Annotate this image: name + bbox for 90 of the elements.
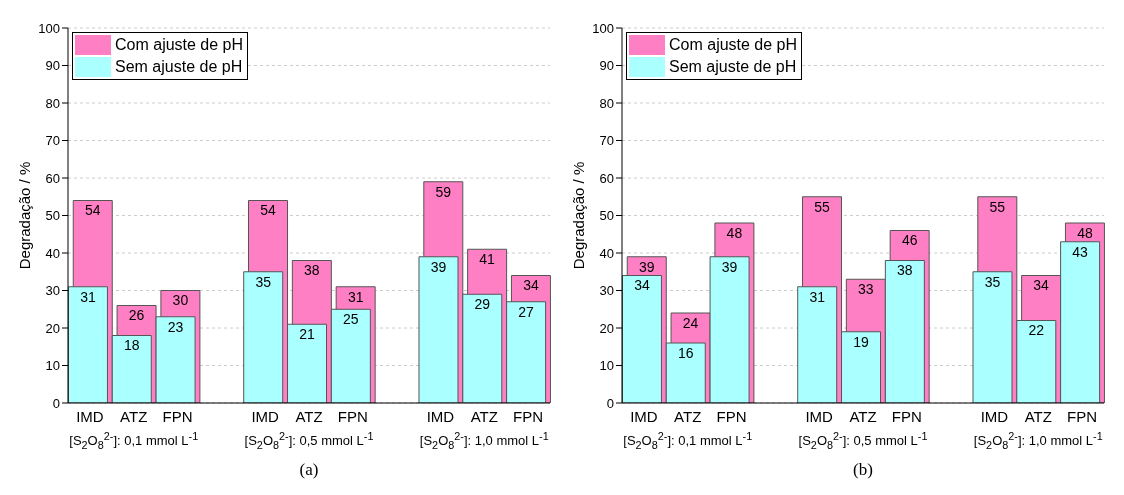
text: [S$_{2}$O$_{8}$$^{2-}$]: 1,0 mmol L$^{-1}$: [972, 430, 1104, 451]
data-label: 31: [80, 288, 96, 305]
x-tick-label: IMD: [805, 407, 834, 425]
y-tick-label: 0: [606, 395, 614, 411]
data-label: 19: [853, 333, 870, 350]
x-tick-label: ATZ: [1024, 407, 1052, 425]
y-tick-label: 40: [599, 245, 614, 261]
legend-label: Sem ajuste de pH: [115, 57, 243, 77]
x-axis-title: (b): [852, 460, 874, 480]
data-label: 18: [123, 337, 140, 354]
x-tick-label: FPN: [162, 407, 193, 425]
y-tick-label: 70: [599, 133, 614, 149]
y-tick-label: 30: [599, 283, 614, 299]
legend-label: Com ajuste de pH: [115, 35, 244, 55]
text: [S$_{2}$O$_{8}$$^{2-}$]: 0,1 mmol L$^{-1}$: [68, 430, 200, 451]
y-tick-label: 70: [45, 133, 60, 149]
y-tick-label: 50: [599, 208, 614, 224]
y-tick-label: 10: [599, 358, 614, 374]
data-label: 34: [1033, 277, 1050, 294]
x-tick-label: IMD: [251, 407, 280, 425]
y-tick-label: 80: [45, 95, 60, 111]
data-label: 21: [299, 326, 316, 343]
text: [S$_{2}$O$_{8}$$^{2-}$]: 0,1 mmol L$^{-1}$: [622, 430, 754, 451]
y-tick-label: 20: [599, 320, 614, 336]
x-tick-label: FPN: [513, 407, 544, 425]
x-tick-label: ATZ: [470, 407, 498, 425]
data-label: 34: [523, 277, 539, 294]
data-label: 25: [343, 311, 359, 328]
data-label: 55: [814, 198, 831, 215]
data-label: 39: [638, 258, 655, 275]
x-tick-label: ATZ: [674, 407, 702, 425]
legend-label: Sem ajuste de pH: [669, 57, 797, 77]
data-label: 39: [430, 258, 447, 275]
data-label: 22: [1028, 322, 1045, 339]
data-label: 27: [518, 303, 535, 320]
x-tick-label: IMD: [426, 407, 455, 425]
data-label: 54: [260, 202, 277, 219]
data-label: 38: [897, 262, 913, 279]
y-tick-label: 50: [45, 208, 60, 224]
text: [S$_{2}$O$_{8}$$^{2-}$]: 0,5 mmol L$^{-1}$: [797, 430, 929, 451]
y-axis-title: Degradação / %: [16, 161, 34, 270]
y-tick-label: 100: [592, 20, 614, 36]
data-label: 46: [901, 232, 918, 249]
data-label: 48: [1077, 224, 1093, 241]
data-label: 31: [809, 288, 826, 305]
x-tick-label: FPN: [337, 407, 368, 425]
data-label: 30: [172, 292, 189, 309]
data-label: 38: [304, 262, 320, 279]
legend-label: Com ajuste de pH: [669, 35, 798, 55]
y-tick-label: 60: [45, 170, 60, 186]
y-tick-label: 80: [599, 95, 614, 111]
data-label: 34: [634, 277, 650, 294]
x-tick-label: FPN: [716, 407, 747, 425]
data-label: 59: [435, 183, 452, 200]
data-label: 33: [858, 281, 874, 298]
x-tick-label: ATZ: [120, 407, 148, 425]
data-label: 35: [984, 273, 1001, 290]
y-tick-label: 10: [45, 358, 60, 374]
text: [S$_{2}$O$_{8}$$^{2-}$]: 1,0 mmol L$^{-1}$: [418, 430, 550, 451]
data-label: 31: [347, 288, 364, 305]
data-label: 55: [989, 198, 1006, 215]
y-tick-label: 90: [45, 58, 60, 74]
x-axis-title: (a): [298, 460, 320, 480]
data-label: 16: [677, 344, 694, 361]
text: [S$_{2}$O$_{8}$$^{2-}$]: 0,5 mmol L$^{-1}$: [243, 430, 375, 451]
x-tick-label: FPN: [1067, 407, 1098, 425]
data-label: 24: [682, 314, 699, 331]
x-tick-label: IMD: [980, 407, 1009, 425]
y-tick-label: 40: [45, 245, 60, 261]
y-axis-title: Degradação / %: [570, 161, 588, 270]
data-label: 39: [721, 258, 738, 275]
data-label: 48: [726, 224, 743, 241]
y-tick-label: 20: [45, 320, 60, 336]
data-label: 43: [1072, 243, 1089, 260]
x-tick-label: ATZ: [295, 407, 323, 425]
data-label: 35: [255, 273, 272, 290]
data-label: 29: [474, 296, 491, 313]
data-label: 41: [479, 251, 496, 268]
x-tick-label: FPN: [891, 407, 922, 425]
y-tick-label: 30: [45, 283, 60, 299]
data-label: 23: [167, 318, 184, 335]
x-tick-label: ATZ: [849, 407, 877, 425]
x-tick-label: IMD: [630, 407, 658, 425]
y-tick-label: 60: [599, 170, 614, 186]
data-label: 54: [84, 202, 101, 219]
y-tick-label: 100: [38, 20, 60, 36]
x-tick-label: IMD: [76, 407, 104, 425]
y-tick-label: 0: [52, 395, 60, 411]
data-label: 26: [128, 307, 145, 324]
y-tick-label: 90: [599, 58, 614, 74]
